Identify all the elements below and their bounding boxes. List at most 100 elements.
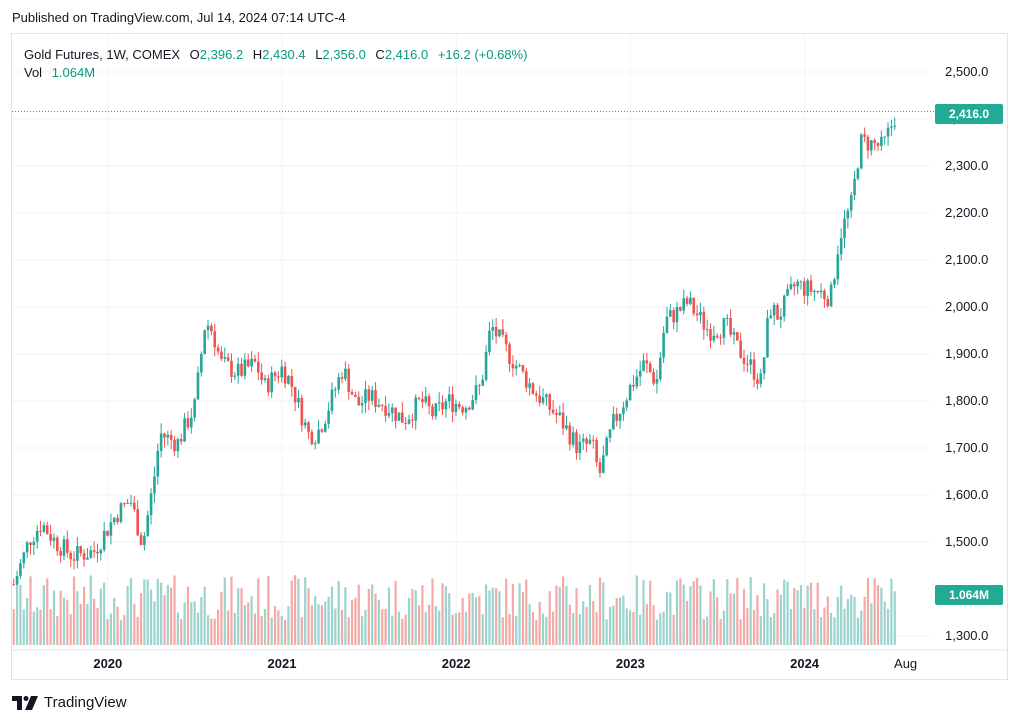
candle-body [886,127,890,137]
candle-body [12,584,16,586]
volume-bar [411,588,414,645]
volume-bar [739,619,742,645]
candle-body [250,358,253,367]
candle-body [846,210,850,219]
volume-bar [146,579,149,645]
candle-body [220,351,223,359]
volume-bar [840,585,843,645]
candle-body [176,439,180,452]
last-price-tag: 2,416.0 [935,104,1003,124]
x-tick-label: 2022 [442,656,471,671]
candle-body [545,394,548,398]
candle-body [109,522,113,536]
volume-bar [856,617,860,645]
candle-body [746,363,749,365]
volume-bar [712,579,715,645]
volume-bar [890,578,893,645]
volume-bar [655,619,659,645]
volume-bar [454,613,458,645]
candle-body [96,551,99,554]
candle-body [431,406,434,417]
volume-bar [46,578,49,645]
candle-body [585,438,588,444]
volume-bar [642,580,645,645]
candle-body [233,375,237,377]
volume-bar [394,580,397,645]
candle-body [62,539,66,556]
volume-bar [468,593,471,645]
time-axis: 2020 2021 2022 2023 2024 Aug [12,649,1007,671]
candle-body [561,412,565,429]
volume-bar [156,578,159,645]
candle-body [672,310,675,323]
volume-bar [350,599,354,645]
volume-bar [876,585,880,645]
high-label: H [252,47,263,62]
volume-bar [287,606,290,645]
volume-bar [672,614,675,645]
volume-bar [572,612,575,645]
candle-body [799,281,803,283]
candle-body [434,403,438,417]
volume-bar [233,612,236,645]
candle-body [66,539,69,553]
candle-body [555,413,558,415]
candle-body [591,439,595,441]
volume-bar [551,611,555,645]
volume-bar [93,598,96,645]
volume-bar [451,614,454,645]
volume-bar [548,591,551,645]
candle-body [665,316,669,333]
candle-body [548,394,552,410]
volume-bar [763,583,766,645]
candle-body [35,530,39,542]
candle-body [136,509,139,536]
candle-body [468,407,471,410]
candle-body [310,431,314,445]
volume-bar [726,579,729,645]
candle-body [300,397,304,426]
volume-bar [176,612,179,645]
volume-bar [823,607,826,645]
volume-bar [521,592,525,645]
volume-bar [639,614,642,645]
volume-bar [103,582,106,645]
candle-body [890,126,893,128]
volume-bar [39,609,42,645]
candle-body [595,440,598,463]
volume-bar [116,606,119,645]
volume-bar [458,612,461,645]
y-tick-label: 2,200.0 [945,205,988,220]
volume-bar [783,579,786,645]
candle-body [102,530,106,550]
candle-body [203,330,206,354]
candle-body [464,407,468,413]
volume-bar [608,606,612,645]
volume-bar [66,600,69,645]
volume-bar [853,596,856,645]
candle-body [813,290,816,292]
candle-body [283,366,287,384]
candle-body [59,551,62,556]
candle-body [186,418,190,428]
volume-bar [629,610,632,645]
volume-bar [374,593,377,645]
volume-bar [541,613,545,645]
candle-body [622,407,625,414]
x-tick-label: 2021 [268,656,297,671]
volume-bar [49,609,52,645]
volume-bar [136,616,139,645]
tradingview-logo[interactable]: TradingView [12,694,127,711]
candle-body [320,429,324,432]
y-tick-label: 2,500.0 [945,64,988,79]
candle-body [819,290,823,293]
volume-bar [280,615,283,645]
candle-body [354,394,357,397]
volume-bar [170,587,173,645]
candle-body [839,238,843,255]
symbol-name[interactable]: Gold Futures, 1W, COMEX [24,47,181,62]
candle-body [551,409,555,414]
candle-body [558,412,562,415]
chart-frame[interactable] [11,33,1008,680]
